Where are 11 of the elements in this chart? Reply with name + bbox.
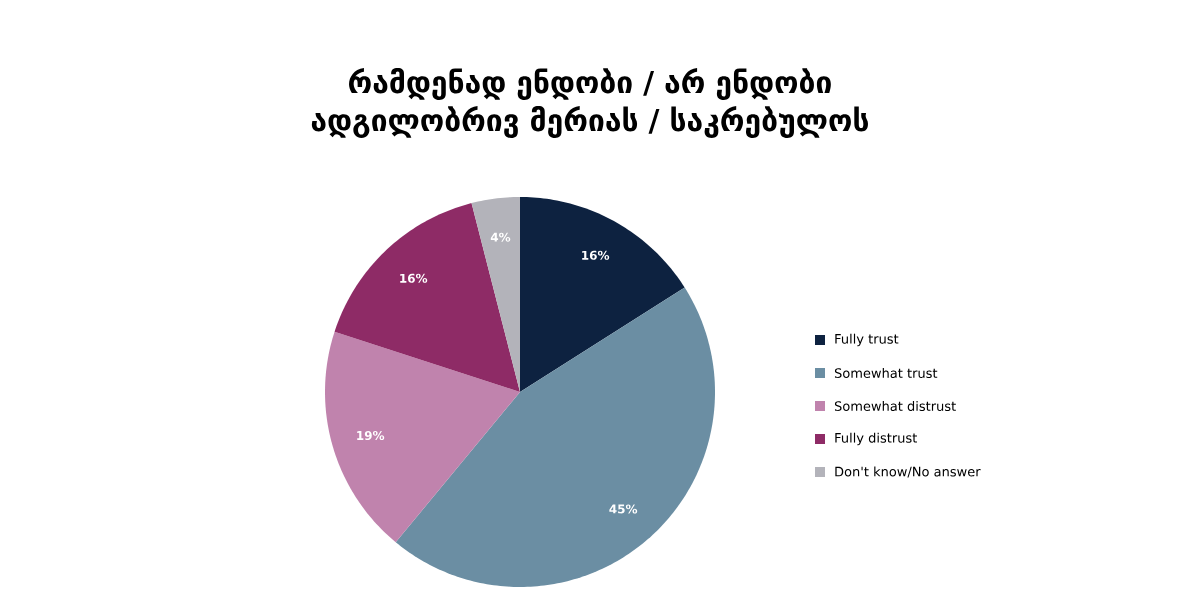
data-label: 45% (609, 504, 638, 514)
chart-title: რამდენად ენდობი / არ ენდობი ადგილობრივ მერიას / საკრებულოს (311, 68, 868, 138)
legend-label: Somewhat trust (834, 367, 938, 379)
data-label: 16% (400, 273, 428, 283)
data-label: 16% (582, 250, 610, 260)
legend-label: Fully trust (835, 333, 899, 347)
legend-label: Somewhat distrust (834, 400, 956, 412)
legend-label: Don't know/No answer (835, 466, 981, 478)
legend-label: Fully distrust (835, 432, 917, 446)
data-label: 4% (490, 232, 511, 242)
data-label: 19% (357, 430, 385, 441)
